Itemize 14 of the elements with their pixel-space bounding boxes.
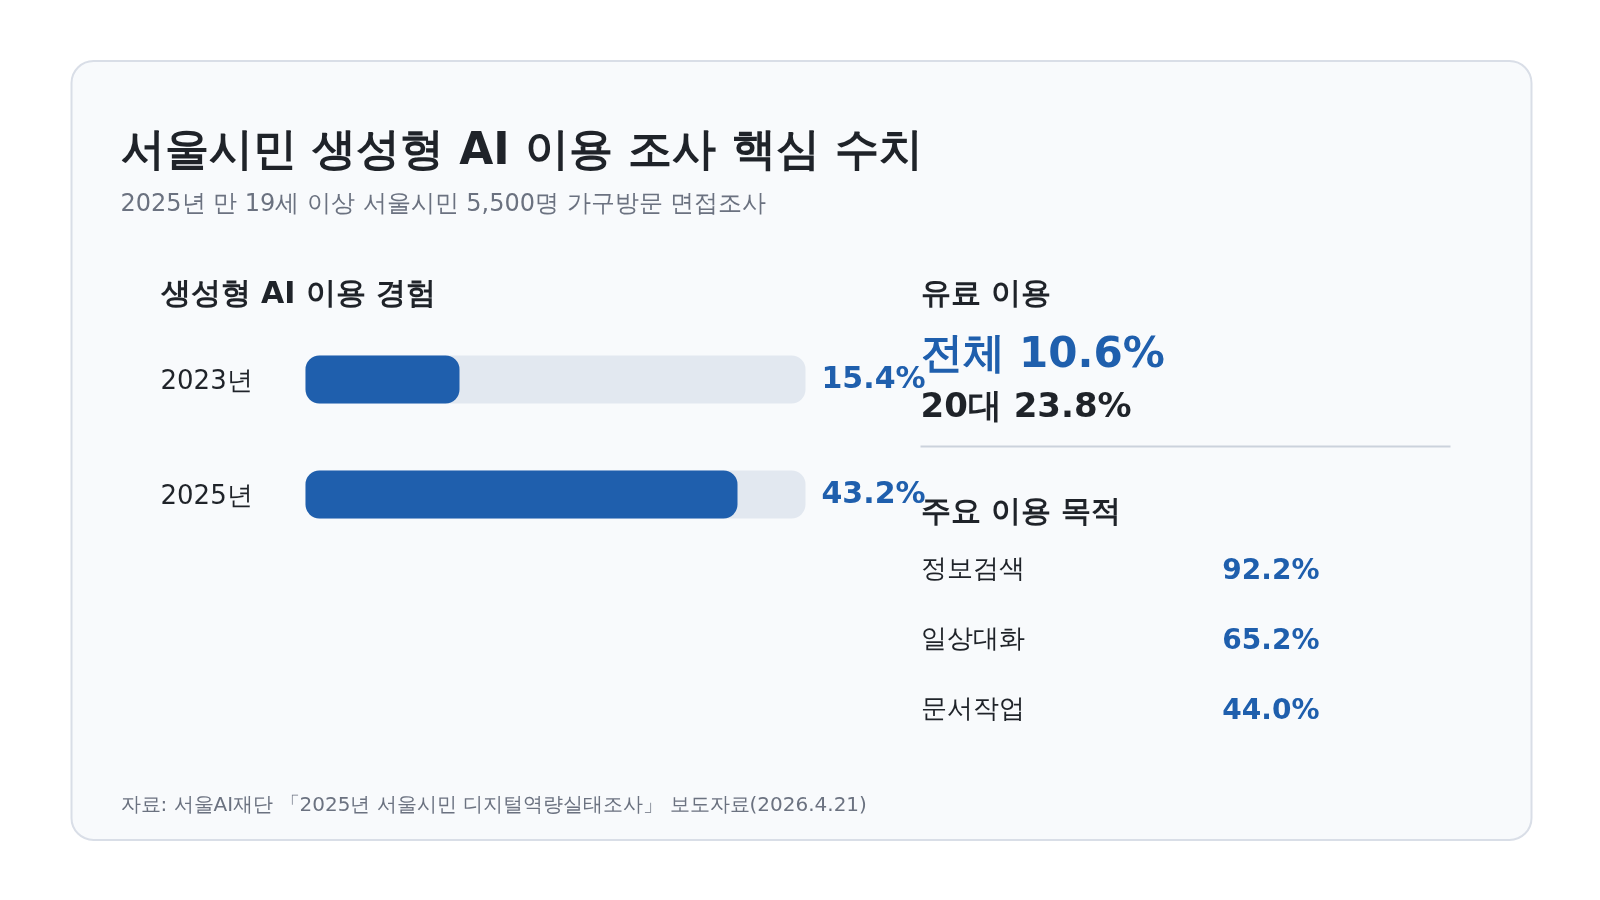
data-label: 44.0% [1222,693,1320,726]
category-label: 일상대화 [920,622,1025,653]
text: 유료 이용 [920,275,1051,310]
y-tick-label: 2023년 [160,364,253,395]
data-label: 65.2% [1222,623,1320,656]
text: 서울시민 생성형 AI 이용 조사 핵심 수치 [120,123,923,174]
text: 전체 10.6% [920,328,1165,377]
y-tick-label: 2025년 [160,479,253,510]
text: 2025년 만 19세 이상 서울시민 5,500명 가구방문 면접조사 [120,188,767,217]
text: 자료: 서울AI재단 「2025년 서울시민 디지털역량실태조사」 보도자료(2026.4.21) [120,791,867,816]
category-label: 문서작업 [920,692,1025,723]
data-label: 92.2% [1222,553,1320,586]
category-label: 정보검색 [920,552,1025,583]
chart-title: 생성형 AI 이용 경험 [159,275,437,310]
